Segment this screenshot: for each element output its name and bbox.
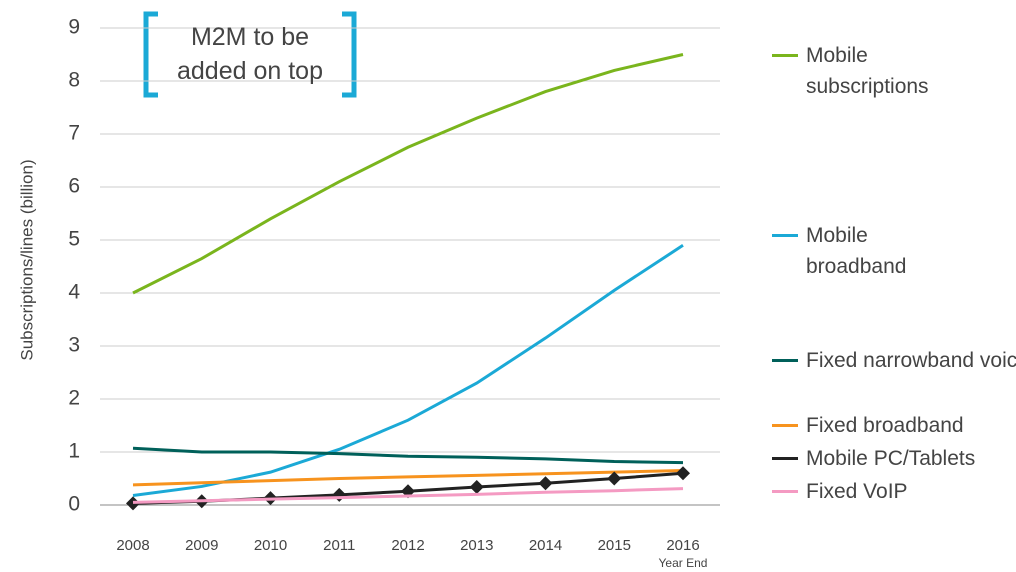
point bbox=[469, 479, 484, 494]
y-tick-label: 2 bbox=[68, 387, 80, 410]
legend-swatch bbox=[772, 490, 798, 493]
legend-entry: Mobile PC/Tablets bbox=[772, 443, 1016, 474]
legend-label: Mobile PC/Tablets bbox=[806, 447, 976, 470]
y-tick-label: 4 bbox=[68, 281, 80, 304]
x-tick-label: 2012 bbox=[391, 537, 424, 554]
series-line bbox=[132, 244, 684, 497]
x-tick-label: 2014 bbox=[529, 537, 562, 554]
y-tick-label: 6 bbox=[68, 175, 80, 198]
x-tick-label: 2013 bbox=[460, 537, 493, 554]
y-axis-label: Subscriptions/lines (billion) bbox=[17, 159, 36, 360]
x-tick-label: 2010 bbox=[254, 537, 287, 554]
y-tick-label: 3 bbox=[68, 334, 80, 357]
bracket bbox=[143, 11, 357, 98]
series-line bbox=[132, 469, 684, 487]
y-tick-label: 8 bbox=[68, 69, 80, 92]
legend-swatch bbox=[772, 54, 798, 57]
legend-label: Mobile subscriptions bbox=[806, 44, 929, 98]
point bbox=[676, 466, 690, 481]
point bbox=[607, 471, 622, 486]
legend-entry: Fixed VoIP bbox=[772, 476, 1016, 507]
legend-swatch bbox=[772, 457, 798, 460]
series-line bbox=[132, 446, 684, 465]
x-tick-label: 2016 bbox=[666, 537, 699, 554]
y-tick-label: 1 bbox=[68, 440, 80, 463]
legend-label: Fixed VoIP bbox=[806, 480, 908, 503]
legend-swatch bbox=[772, 359, 798, 362]
point bbox=[126, 496, 140, 511]
y-tick-label: 0 bbox=[68, 493, 80, 516]
legend-entry: Mobile broadband bbox=[772, 220, 956, 282]
x-tick-label: 2009 bbox=[185, 537, 218, 554]
legend-entry: Mobile subscriptions bbox=[772, 40, 956, 102]
y-tick-label: 9 bbox=[68, 16, 80, 39]
legend-label: Mobile broadband bbox=[806, 224, 907, 278]
x-note: Year End bbox=[659, 556, 708, 570]
x-tick-label: 2011 bbox=[323, 537, 355, 554]
x-tick-label: 2008 bbox=[116, 537, 149, 554]
y-tick-label: 7 bbox=[68, 122, 80, 145]
point bbox=[538, 476, 553, 491]
legend-swatch bbox=[772, 234, 798, 237]
series-line bbox=[132, 487, 684, 504]
annotation: M2M to be added on top bbox=[177, 23, 323, 85]
y-tick-label: 5 bbox=[68, 228, 80, 251]
legend-label: Fixed narrowband voice bbox=[806, 349, 1016, 372]
point bbox=[332, 487, 347, 502]
x-tick-label: 2015 bbox=[598, 537, 631, 554]
legend-entry: Fixed narrowband voice bbox=[772, 345, 1016, 376]
legend-entry: Fixed broadband bbox=[772, 410, 1016, 441]
legend-swatch bbox=[772, 424, 798, 427]
series-line bbox=[132, 53, 684, 295]
legend-label: Fixed broadband bbox=[806, 414, 964, 437]
